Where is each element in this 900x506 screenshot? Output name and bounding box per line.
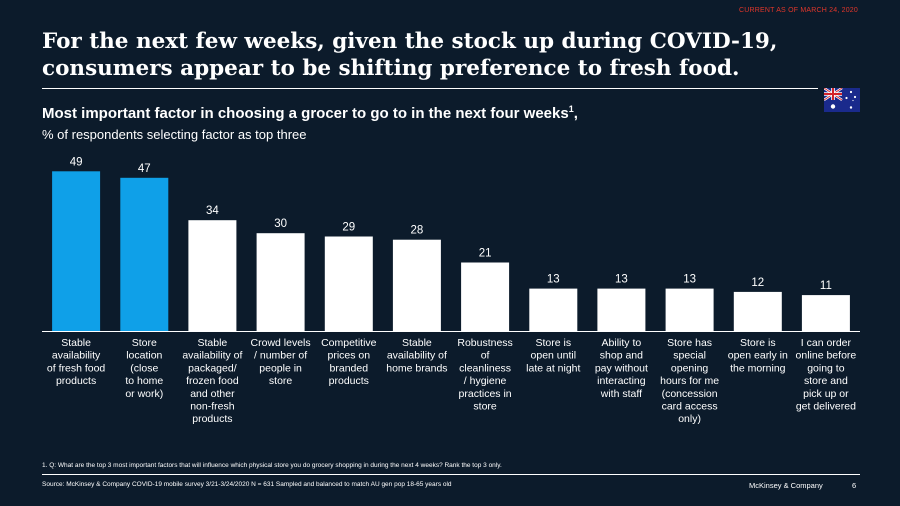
chart-unit-label: % of respondents selecting factor as top…: [42, 127, 307, 142]
data-label-4: 30: [274, 218, 287, 230]
data-label-9: 13: [615, 274, 628, 286]
bar-9: [597, 288, 646, 331]
current-as-of-label: CURRENT AS OF MARCH 24, 2020: [738, 7, 858, 14]
data-label-10: 13: [683, 274, 696, 286]
chart-title: Most important factor in choosing a groc…: [42, 104, 578, 122]
bar-11: [733, 291, 782, 331]
category-label-6: Stable availability of home brands: [386, 337, 447, 374]
bar-1: [52, 171, 101, 331]
category-label-11: Store is open early in the morning: [728, 337, 788, 374]
bar-8: [529, 288, 578, 331]
category-label-5: Competitive prices on branded products: [321, 337, 377, 387]
category-label-10: Store has special opening hours for me (conc…: [660, 337, 719, 425]
data-label-5: 29: [342, 222, 355, 234]
bar-3: [188, 220, 237, 331]
bar-10: [665, 288, 714, 331]
page-headline: For the next few weeks, given the stock …: [42, 28, 862, 82]
page-number: 6: [852, 481, 857, 490]
category-label-4: Crowd levels / number of people in store: [251, 337, 311, 387]
chart-title-suffix: ,: [573, 105, 578, 122]
category-label-7: Robustness of cleanliness / hygiene practice…: [457, 337, 512, 413]
category-label-3: Stable availability of packaged/frozen foo…: [182, 337, 242, 425]
bar-6: [392, 239, 441, 331]
chart-title-footnote-ref: 1: [568, 104, 574, 114]
data-label-2: 47: [138, 163, 151, 175]
footer-divider: [42, 474, 860, 475]
bar-12: [801, 295, 850, 331]
australia-flag-icon: [824, 88, 860, 112]
data-label-3: 34: [206, 205, 219, 217]
data-label-1: 49: [70, 156, 83, 168]
headline-line-2: consumers appear to be shifting preferen…: [42, 56, 740, 81]
category-label-2: Store location (close to home or work): [125, 337, 163, 400]
bar-4: [256, 233, 305, 331]
data-label-12: 11: [820, 280, 832, 292]
category-label-8: Store is open until late at night: [526, 337, 580, 374]
category-label-12: I can order online before going to store an…: [796, 337, 857, 413]
category-label-1: Stable availability of fresh food products: [47, 337, 106, 387]
data-label-7: 21: [479, 248, 492, 260]
data-label-6: 28: [411, 225, 424, 237]
footnote: 1. Q: What are the top 3 most important …: [42, 462, 502, 469]
source-note: Source: McKinsey & Company COVID-19 mobi…: [42, 481, 452, 488]
bar-chart: 49 Stable availability of fresh food product…: [42, 156, 860, 425]
header-divider: [42, 88, 818, 89]
brand-name: McKinsey & Company: [749, 481, 823, 490]
bar-7: [461, 262, 510, 331]
category-label-9: Ability to shop and pay without interacting…: [595, 337, 648, 400]
headline-line-1: For the next few weeks, given the stock …: [42, 29, 778, 54]
data-label-11: 12: [751, 277, 764, 289]
bar-5: [324, 236, 373, 331]
bar-2: [120, 177, 169, 331]
chart-title-text: Most important factor in choosing a groc…: [42, 105, 569, 122]
data-label-8: 13: [547, 274, 560, 286]
